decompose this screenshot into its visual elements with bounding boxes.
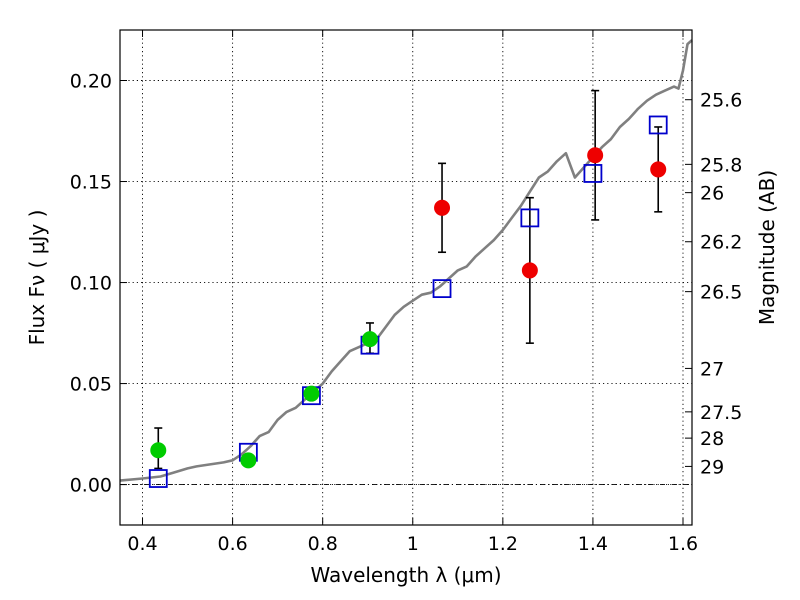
right-tick-label: 27.5 <box>700 402 742 424</box>
data-point <box>521 262 538 279</box>
x-tick-label: 1.4 <box>578 533 608 555</box>
x-tick-label: 0.6 <box>217 533 247 555</box>
grid-lines <box>120 30 692 525</box>
model-square <box>520 208 540 228</box>
spectrum-layer <box>119 39 693 482</box>
x-tick-label: 0.4 <box>127 533 157 555</box>
marker-layer <box>148 115 668 488</box>
model-square <box>148 469 168 488</box>
model-square <box>583 164 603 183</box>
y-tick-label: 0.20 <box>70 71 112 93</box>
y-tick-label: 0.00 <box>70 475 112 497</box>
x-tick-label: 1.6 <box>668 533 698 555</box>
x-tick-label: 1.2 <box>488 533 518 555</box>
model-square <box>432 279 452 299</box>
y-tick-label: 0.05 <box>70 374 112 396</box>
right-tick-label: 26.5 <box>700 282 742 304</box>
x-tick-label: 0.8 <box>308 533 338 555</box>
right-tick-label: 25.6 <box>700 90 742 112</box>
tick-labels: 0.4 0.6 0.8 1 1.2 1.4 1.6 0.00 0.05 0.10 0.15 0.20 2… <box>70 71 743 555</box>
right-tick-label: 26.2 <box>700 232 742 254</box>
spectrum-line <box>119 39 693 482</box>
x-tick-label: 1 <box>407 533 419 555</box>
data-point <box>587 147 604 164</box>
plot-frame <box>119 29 693 526</box>
right-tick-label: 25.8 <box>700 154 742 176</box>
right-tick-label: 29 <box>700 456 724 478</box>
y-tick-label: 0.15 <box>70 172 112 194</box>
y-axis-label: Flux Fν ( μJy ) <box>25 210 49 346</box>
right-tick-label: 26 <box>700 183 724 205</box>
data-point <box>303 385 320 402</box>
right-axis-label: Magnitude (AB) <box>755 170 779 325</box>
tick-marks <box>120 30 692 525</box>
right-tick-label: 28 <box>700 428 724 450</box>
data-point <box>650 161 667 178</box>
data-point <box>361 331 378 348</box>
x-axis-label: Wavelength λ (μm) <box>310 563 501 587</box>
data-point <box>150 442 167 459</box>
model-square <box>648 115 668 135</box>
y-tick-label: 0.10 <box>70 273 112 295</box>
data-point <box>434 199 451 216</box>
error-bar-layer <box>154 89 663 470</box>
right-tick-label: 27 <box>700 358 724 380</box>
data-point <box>240 452 257 469</box>
